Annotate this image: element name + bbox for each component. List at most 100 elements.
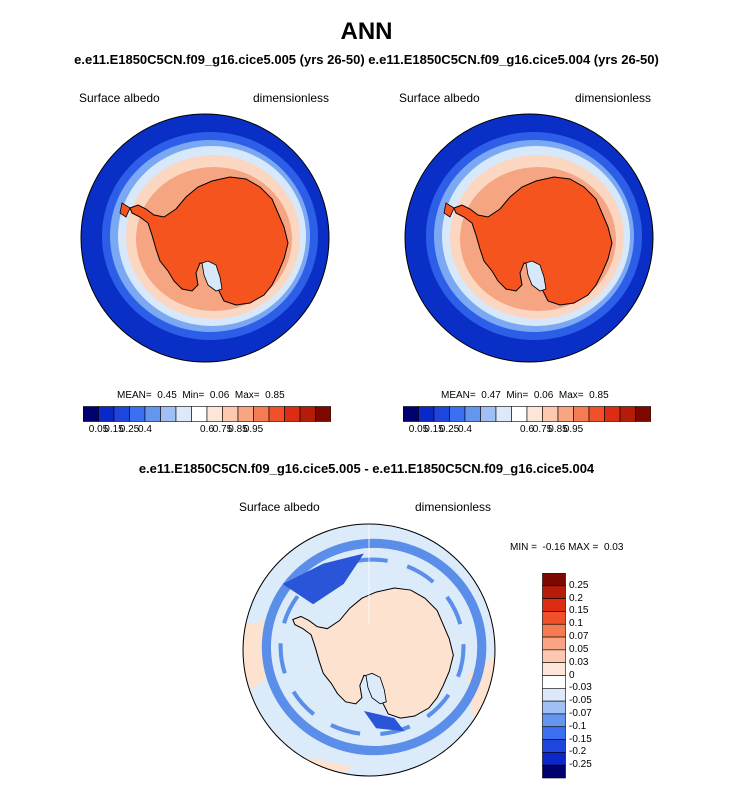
case-subtitle: e.e11.E1850C5CN.f09_g16.cice5.005 (yrs 2… <box>74 52 659 67</box>
panel1-stats: MEAN= 0.45 Min= 0.06 Max= 0.85 <box>117 390 285 401</box>
diff-colorbar-tick-label: 0.2 <box>569 592 583 604</box>
colorbar-box-11 <box>573 406 590 422</box>
panel1-min-label: Min= <box>182 390 205 401</box>
difference-map <box>242 523 496 777</box>
colorbar-box-15 <box>635 406 651 422</box>
panel1-mean-label: MEAN= <box>117 390 152 401</box>
colorbar-tick-label: 0.85 <box>228 424 248 435</box>
colorbar-box-12 <box>588 406 605 422</box>
diff-variable-label: Surface albedo <box>239 500 320 514</box>
antarctica-ice-sheet <box>453 176 613 306</box>
map-field <box>405 114 653 362</box>
colorbar-box-6 <box>175 406 192 422</box>
colorbar-box-0 <box>403 406 419 422</box>
colorbar-box-9 <box>222 406 239 422</box>
diff-colorbar-box-9 <box>542 688 566 702</box>
panel1-min-value: 0.06 <box>209 390 230 401</box>
map-border <box>242 523 496 777</box>
panel2-variable-label: Surface albedo <box>399 91 480 105</box>
diff-min-value: -0.16 <box>542 542 566 553</box>
antarctica-ice-sheet <box>129 176 289 306</box>
diff-colorbar-box-3 <box>542 611 566 625</box>
colorbar-tick-label: 0.15 <box>424 424 444 435</box>
colorbar-box-9 <box>542 406 559 422</box>
diff-units-label: dimensionless <box>415 500 492 514</box>
diff-max-value: 0.03 <box>603 542 624 553</box>
panel1-map <box>80 113 330 363</box>
diff-colorbar-tick-label: -0.1 <box>569 720 587 732</box>
colorbar-tick-label: 0.75 <box>212 424 233 435</box>
ross-ice-shelf-outline <box>365 672 387 705</box>
colorbar-box-8 <box>206 406 223 422</box>
colorbar-tick-label: 0.85 <box>548 424 568 435</box>
panel2-units-label: dimensionless <box>575 91 652 105</box>
diff-colorbar-tick-label: -0.25 <box>569 759 592 771</box>
panel2-min-value: 0.06 <box>533 390 554 401</box>
panel2-colorbar <box>403 406 651 422</box>
diff-colorbar-box-10 <box>542 700 566 715</box>
diff-colorbar-tick-label: -0.03 <box>569 682 592 694</box>
diff-colorbar-tick-label: 0.03 <box>569 656 589 668</box>
colorbar-box-6 <box>495 406 512 422</box>
panel2-min-label: Min= <box>506 390 529 401</box>
diff-colorbar-tick-label: 0.15 <box>569 605 589 617</box>
diff-minmax: MIN = -0.16 MAX = 0.03 <box>510 542 623 553</box>
page-title: ANN <box>340 18 393 45</box>
diff-colorbar-box-13 <box>542 739 566 753</box>
colorbar-box-0 <box>83 406 99 422</box>
panel1-mean-value: 0.45 <box>157 390 177 401</box>
diff-colorbar-tick-label: 0.05 <box>569 643 589 655</box>
panel2-max-label: Max= <box>558 390 584 401</box>
panel1-max-label: Max= <box>234 390 260 401</box>
diff-colorbar-tick-label: 0 <box>569 669 575 681</box>
colorbar-tick-label: 0.95 <box>563 424 584 435</box>
colorbar-box-3 <box>129 406 146 422</box>
colorbar-box-5 <box>160 406 177 422</box>
colorbar-tick-label: 0.25 <box>119 424 140 435</box>
panel2-stats: MEAN= 0.47 Min= 0.06 Max= 0.85 <box>441 390 609 401</box>
panel1-colorbar <box>83 406 331 422</box>
map-field <box>81 114 329 362</box>
diff-negative-inner-ring <box>278 557 466 737</box>
diff-colorbar-box-4 <box>542 623 566 638</box>
colorbar-box-2 <box>433 406 450 422</box>
diff-colorbar-tick-label: -0.15 <box>569 733 592 745</box>
colorbar-box-14 <box>619 406 636 422</box>
diff-colorbar-box-7 <box>542 662 566 676</box>
diff-colorbar-box-2 <box>542 598 566 612</box>
diff-colorbar-box-11 <box>542 713 566 728</box>
diff-colorbar-box-12 <box>542 726 566 740</box>
diff-colorbar-box-14 <box>542 752 566 766</box>
colorbar-tick-label: 0.95 <box>243 424 264 435</box>
colorbar-box-10 <box>237 406 254 422</box>
difference-title: e.e11.E1850C5CN.f09_g16.cice5.005 - e.e1… <box>138 461 595 476</box>
diff-colorbar-box-15 <box>542 764 566 779</box>
ross-ice-shelf <box>525 260 547 292</box>
diff-colorbar-tick-label: -0.05 <box>569 695 592 707</box>
colorbar-box-3 <box>449 406 466 422</box>
colorbar-box-5 <box>480 406 497 422</box>
panel2-max-value: 0.85 <box>589 390 609 401</box>
diff-colorbar-tick-label: 0.25 <box>569 579 589 591</box>
colorbar-tick-label: 0.6 <box>200 424 214 435</box>
colorbar-tick-label: 0.6 <box>520 424 534 435</box>
panel2-mean-label: MEAN= <box>441 390 476 401</box>
colorbar-box-4 <box>464 406 481 422</box>
diff-field <box>243 524 495 776</box>
colorbar-box-4 <box>144 406 161 422</box>
panel2-map <box>404 113 654 363</box>
colorbar-tick-label: 0.05 <box>88 424 109 435</box>
antarctic-peninsula <box>443 202 455 218</box>
map-border <box>404 113 654 363</box>
diff-negative-ring <box>261 538 487 756</box>
colorbar-box-11 <box>253 406 270 422</box>
panel2-mean-value: 0.47 <box>481 390 501 401</box>
diff-colorbar-box-0 <box>542 573 566 587</box>
colorbar-box-10 <box>557 406 574 422</box>
diff-min-label: MIN = <box>510 542 537 553</box>
diff-colorbar-tick-label: 0.1 <box>569 618 583 630</box>
colorbar-box-8 <box>526 406 543 422</box>
colorbar-tick-label: 0.05 <box>408 424 429 435</box>
colorbar-box-15 <box>315 406 331 422</box>
colorbar-box-13 <box>604 406 621 422</box>
